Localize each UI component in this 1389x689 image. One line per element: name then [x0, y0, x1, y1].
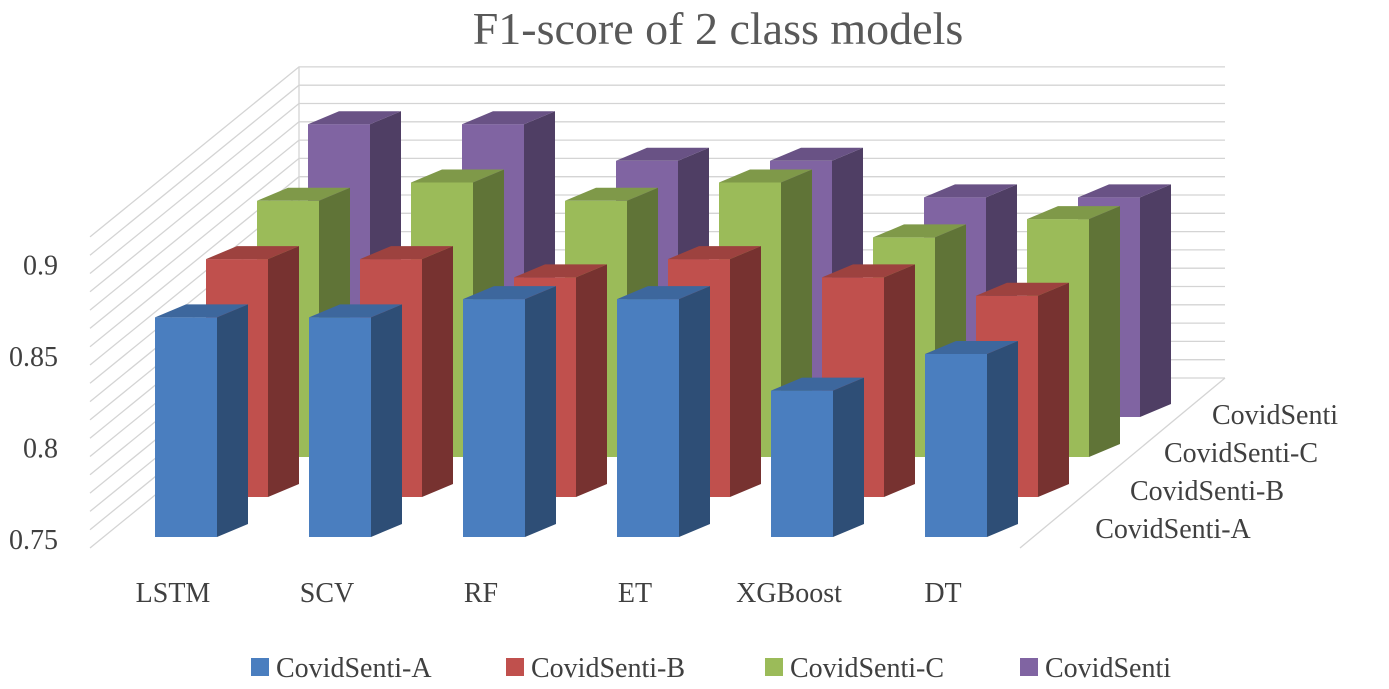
- bar-front: [771, 390, 833, 537]
- bar-side: [422, 246, 453, 497]
- bar-top: [155, 304, 248, 318]
- legend-label: CovidSenti-B: [531, 653, 685, 684]
- bar-side: [833, 377, 864, 537]
- bar-top: [616, 147, 709, 161]
- y-tick-label: 0.8: [23, 434, 58, 465]
- bar-side: [730, 246, 761, 497]
- bar-front: [617, 299, 679, 537]
- bar-top: [565, 187, 658, 201]
- y-axis-ticks: 0.75 0.8 0.85 0.9: [9, 251, 58, 557]
- legend-swatch: [1020, 658, 1038, 676]
- bar-top: [1078, 184, 1171, 198]
- legend-item-covidsenti-b: CovidSenti-B: [506, 653, 685, 684]
- bar-front: [155, 317, 217, 537]
- y-tick-label: 0.9: [23, 251, 58, 282]
- bar-covidsenti-a-et: [617, 286, 710, 537]
- bar-top: [873, 224, 966, 238]
- bar-top: [462, 111, 555, 125]
- legend-label: CovidSenti-A: [276, 653, 432, 684]
- bar-top: [206, 246, 299, 260]
- bar-side: [268, 246, 299, 497]
- bar-side: [576, 264, 607, 497]
- bar-front: [925, 354, 987, 537]
- legend-swatch: [251, 658, 269, 676]
- bar-top: [771, 377, 864, 391]
- bar-covidsenti-a-xgboost: [771, 377, 864, 537]
- bar-top: [514, 264, 607, 278]
- depth-axis-labels: CovidSenti-A CovidSenti-B CovidSenti-C Covi…: [1095, 400, 1338, 545]
- bar-side: [525, 286, 556, 537]
- x-tick-label: SCV: [300, 578, 354, 609]
- legend: CovidSenti-A CovidSenti-B CovidSenti-C Covi…: [251, 653, 1171, 684]
- bar-covidsenti-a-dt: [925, 341, 1018, 537]
- bar-side: [1140, 184, 1171, 417]
- bar-top: [976, 282, 1069, 296]
- bar-top: [308, 111, 401, 125]
- bar-top: [617, 286, 710, 300]
- bar-side: [1089, 206, 1120, 457]
- bar-top: [719, 169, 812, 183]
- bar-side: [217, 304, 248, 537]
- bar-top: [360, 246, 453, 260]
- depth-label: CovidSenti-C: [1164, 438, 1318, 469]
- bar-covidsenti-a-rf: [463, 286, 556, 537]
- legend-item-covidsenti-c: CovidSenti-C: [765, 653, 944, 684]
- legend-swatch: [765, 658, 783, 676]
- bar-top: [463, 286, 556, 300]
- y-tick-label: 0.75: [9, 525, 58, 556]
- depth-label: CovidSenti-B: [1130, 476, 1284, 507]
- depth-label: CovidSenti: [1212, 400, 1338, 431]
- bar-top: [925, 341, 1018, 354]
- x-tick-label: DT: [924, 578, 961, 609]
- x-tick-label: XGBoost: [736, 578, 842, 609]
- bar-top: [1027, 206, 1120, 220]
- bar-top: [257, 187, 350, 201]
- legend-label: CovidSenti: [1045, 653, 1171, 684]
- depth-label: CovidSenti-A: [1095, 514, 1251, 545]
- bar-covidsenti-a-lstm: [155, 304, 248, 537]
- bar-side: [679, 286, 710, 537]
- bars: [155, 111, 1171, 537]
- x-tick-label: ET: [618, 578, 652, 609]
- bar-side: [1038, 282, 1069, 497]
- bar-side: [371, 304, 402, 537]
- x-tick-label: RF: [464, 578, 498, 609]
- floor-edge: [1019, 377, 1226, 549]
- legend-item-covidsenti-a: CovidSenti-A: [251, 653, 432, 684]
- bar-front: [309, 317, 371, 537]
- bar-front: [463, 299, 525, 537]
- bar-top: [411, 169, 504, 183]
- legend-label: CovidSenti-C: [790, 653, 944, 684]
- bar-side: [987, 341, 1018, 537]
- chart-title: F1-score of 2 class models: [473, 3, 964, 54]
- bar-top: [924, 184, 1017, 198]
- x-tick-label: LSTM: [136, 578, 211, 609]
- bar-top: [770, 147, 863, 161]
- bar-side: [884, 264, 915, 497]
- bar-top: [309, 304, 402, 318]
- bar-top: [822, 264, 915, 278]
- bar-top: [668, 246, 761, 260]
- legend-swatch: [506, 658, 524, 676]
- x-axis-ticks: LSTM SCV RF ET XGBoost DT: [136, 578, 962, 609]
- bar-covidsenti-a-scv: [309, 304, 402, 537]
- legend-item-covidsenti: CovidSenti: [1020, 653, 1171, 684]
- y-tick-label: 0.85: [9, 342, 58, 373]
